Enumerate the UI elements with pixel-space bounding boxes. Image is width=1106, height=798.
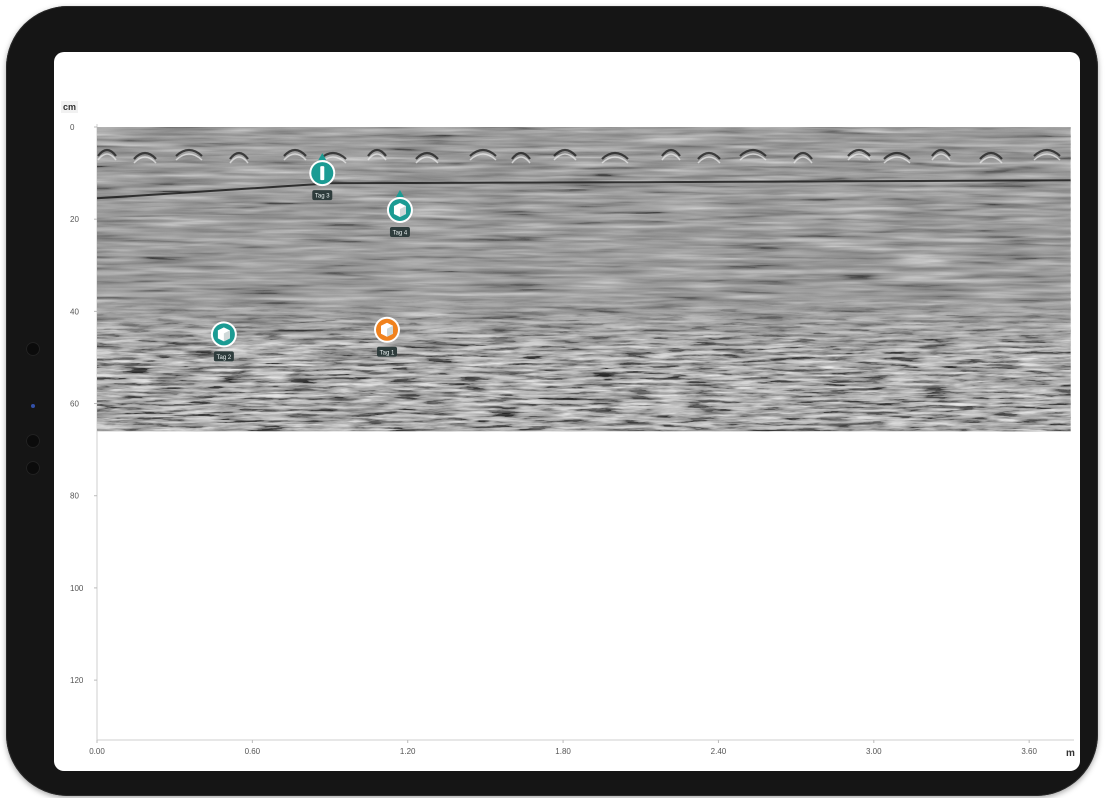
tag-marker[interactable]: Tag 3 [309,153,336,201]
reflection-arc [793,151,813,160]
reflection-arc-light [97,153,117,161]
y-tick-label: 40 [70,307,79,316]
tag-label-bg [377,346,398,357]
reflection-arc [739,148,767,157]
tag-label-bg [312,190,333,201]
reflection-arc [553,148,577,157]
reflection-arc-light [847,153,871,161]
reflection-arc-light [133,156,157,164]
reflection-arc [367,148,387,157]
reflection-arc [979,151,1003,160]
y-tick-label: 80 [70,492,79,501]
reflection-arc-light [553,153,577,161]
reflection-arc [133,151,157,160]
y-tick-label: 60 [70,400,79,409]
rebar-icon [320,166,325,181]
reflection-arc-light [367,153,387,161]
reflection-arc [415,151,439,160]
y-tick-label: 120 [70,676,84,685]
reflection-arc [511,151,531,160]
reflection-arc [697,151,721,160]
reflection-arc [229,151,249,160]
reflection-arc [175,148,203,157]
interface-line [96,179,1071,200]
reflection-arc-light [283,153,307,161]
reflection-arc-light [511,156,531,164]
side-button [26,434,40,448]
y-tick-label: 20 [70,215,79,224]
reflection-arc-light [739,153,767,161]
tag-pointer-icon [395,189,404,197]
scan-image [96,127,1071,432]
reflection-arc-light [793,156,813,164]
reflection-arc-light [175,153,203,161]
cube-icon-shade [223,330,230,342]
tag-markers: Tag 3 Tag 4 Tag 2 Tag 1 [210,153,413,362]
gpr-scan-chart[interactable]: 0 20 40 60 80 100 120 0.00 0.60 1.20 1.80 2.40 3.00 3… [54,52,1080,771]
reflection-arc [931,148,951,157]
tag-label: Tag 2 [217,355,232,361]
reflection-arc-light [415,156,439,164]
tag-label: Tag 1 [380,350,395,356]
axes: 0 20 40 60 80 100 120 0.00 0.60 1.20 1.80 2.40 3.00 3… [70,123,1074,756]
side-button [26,461,40,475]
x-tick-label: 1.80 [555,747,571,756]
tag-marker[interactable]: Tag 2 [210,321,237,362]
reflection-arc [601,151,629,160]
reflection-arc [661,148,681,157]
x-tick-label: 0.60 [245,747,261,756]
tag-marker[interactable]: Tag 1 [374,316,401,357]
screen: cm m [54,52,1080,771]
x-tick-label: 1.20 [400,747,416,756]
reflection-arc [469,148,497,157]
reflection-arc-light [697,156,721,164]
x-tick-label: 0.00 [89,747,105,756]
reflection-arc [847,148,871,157]
tag-label-bg [389,226,410,237]
reflection-arc [1033,148,1061,157]
scan-deep-texture [97,127,1071,432]
reflection-arc [97,148,117,157]
x-tick-label: 2.40 [711,747,727,756]
cube-icon-shade [399,205,406,217]
y-tick-label: 100 [70,584,84,593]
tag-label-bg [213,351,234,362]
tag-pointer-icon [318,153,327,161]
reflection-arc-light [931,153,951,161]
reflection-arc-light [979,156,1003,164]
x-tick-label: 3.00 [866,747,882,756]
indicator-dot [31,404,35,408]
tag-marker[interactable]: Tag 4 [386,189,413,237]
reflection-arc-light [601,156,629,164]
reflection-arc [283,148,307,157]
reflection-arc-light [1033,153,1061,161]
x-tick-label: 3.60 [1021,747,1037,756]
reflection-arc-light [883,156,911,164]
reflection-arc-light [661,153,681,161]
x-axis-unit: m [1066,748,1075,759]
tag-label: Tag 3 [315,194,330,200]
y-tick-label: 0 [70,123,75,132]
reflection-arc [883,151,911,160]
tag-label: Tag 4 [393,230,408,236]
reflection-arc-light [469,153,497,161]
side-button [26,342,40,356]
tablet-frame: cm m [6,6,1098,796]
cube-icon-shade [387,325,394,337]
y-axis-unit: cm [61,101,79,113]
reflection-arc-light [229,156,249,164]
